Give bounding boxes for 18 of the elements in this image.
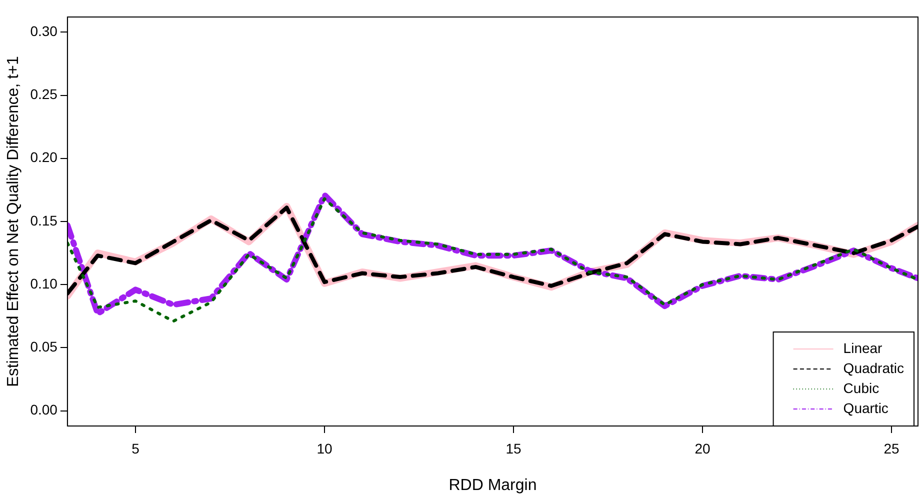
- y-tick-label: 0.10: [30, 275, 58, 292]
- y-tick-label: 0.20: [30, 149, 58, 166]
- y-tick-label: 0.25: [30, 86, 58, 102]
- legend-label: Quadratic: [843, 360, 904, 376]
- x-tick-label: 5: [132, 440, 140, 456]
- x-tick-label: 10: [316, 440, 332, 456]
- x-tick-label: 25: [884, 440, 900, 456]
- legend-label: Linear: [843, 340, 883, 356]
- x-axis-title: RDD Margin: [448, 476, 537, 494]
- y-axis-title: Estimated Effect on Net Quality Difference, t+1: [5, 56, 22, 387]
- y-tick-label: 0.30: [30, 23, 58, 40]
- y-tick-label: 0.15: [30, 212, 58, 228]
- y-tick-label: 0.05: [30, 338, 58, 355]
- y-tick-label: 0.00: [30, 402, 58, 418]
- x-tick-label: 20: [694, 440, 711, 456]
- legend-label: Cubic: [843, 380, 880, 396]
- x-tick-label: 15: [506, 440, 522, 456]
- legend-label: Quartic: [843, 400, 888, 416]
